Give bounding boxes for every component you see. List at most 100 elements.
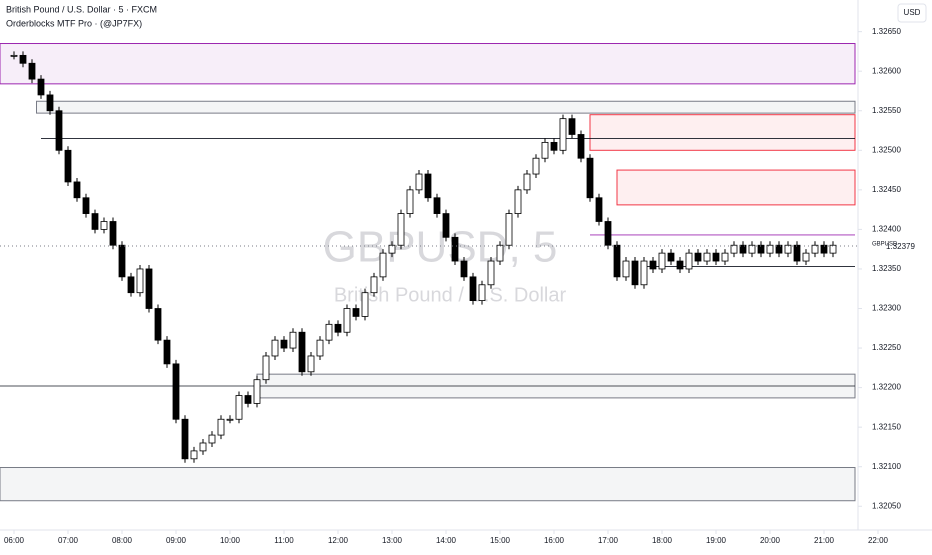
candle-body — [172, 363, 180, 420]
candle-body — [829, 244, 837, 254]
y-tick-label: 1.32400 — [872, 225, 901, 234]
candle-body — [19, 54, 27, 64]
candle-body — [46, 94, 54, 112]
order-block — [616, 169, 856, 206]
candle-body — [190, 450, 198, 460]
candle-body — [577, 134, 585, 159]
candle-body — [244, 395, 252, 404]
candle-body — [64, 149, 72, 183]
candle-body — [460, 260, 468, 278]
chart-title: British Pound / U.S. Dollar · 5 · FXCM — [6, 4, 157, 14]
candle-body — [532, 157, 540, 175]
candle-body — [496, 244, 504, 262]
candle-body — [586, 157, 594, 199]
candle-body — [316, 339, 324, 357]
candle-body — [397, 213, 405, 246]
order-block — [589, 114, 856, 151]
currency-label: USD — [904, 8, 921, 17]
candle-body — [325, 323, 333, 341]
candle-body — [262, 355, 270, 381]
x-tick-label: 20:00 — [760, 536, 781, 545]
watermark: GBPUSD, 5 — [323, 223, 558, 272]
x-tick-label: 13:00 — [382, 536, 403, 545]
candle-body — [433, 197, 441, 214]
x-tick-label: 08:00 — [112, 536, 133, 545]
candle-body — [550, 141, 558, 151]
x-tick-label: 21:00 — [814, 536, 835, 545]
x-tick-label: 16:00 — [544, 536, 565, 545]
candle-body — [631, 260, 639, 286]
candle-body — [784, 244, 792, 254]
y-tick-label: 1.32450 — [872, 185, 901, 194]
x-tick-label: 17:00 — [598, 536, 619, 545]
candle-body — [523, 173, 531, 191]
candle-body — [478, 284, 486, 301]
y-tick-label: 1.32350 — [872, 264, 901, 273]
order-block — [0, 467, 856, 502]
candle-body — [127, 276, 135, 294]
candle-body — [658, 252, 666, 270]
candle-body — [595, 197, 603, 222]
plot — [0, 43, 856, 502]
x-tick-label: 07:00 — [58, 536, 79, 545]
candle-body — [217, 418, 225, 436]
x-tick-label: 19:00 — [706, 536, 727, 545]
candle-body — [235, 395, 243, 420]
candle-body — [100, 221, 108, 230]
candle-body — [712, 252, 720, 262]
candle-body — [802, 252, 810, 262]
candle-body — [514, 189, 522, 214]
x-tick-label: 18:00 — [652, 536, 673, 545]
y-tick-label: 1.32500 — [872, 145, 901, 154]
candle-body — [226, 418, 234, 421]
x-tick-label: 06:00 — [4, 536, 25, 545]
candle-body — [154, 308, 162, 341]
candle-body — [811, 244, 819, 254]
candle-body — [118, 244, 126, 278]
y-tick-label: 1.32600 — [872, 66, 901, 75]
y-tick-label: 1.32100 — [872, 462, 901, 471]
candle-body — [505, 213, 513, 246]
candle-body — [307, 355, 315, 373]
candle-body — [406, 189, 414, 214]
x-tick-label: 11:00 — [274, 536, 294, 545]
candle-body — [163, 339, 171, 365]
candle-body — [361, 292, 369, 317]
candle-body — [568, 118, 576, 135]
candle-body — [469, 276, 477, 301]
candle-body — [748, 244, 756, 254]
candle-body — [91, 213, 99, 230]
candle-body — [415, 173, 423, 191]
candle-body — [451, 236, 459, 262]
currency-button[interactable] — [897, 3, 927, 23]
y-tick-label: 1.32250 — [872, 343, 901, 352]
candle-body — [694, 252, 702, 262]
candle-body — [379, 252, 387, 278]
candle-body — [775, 244, 783, 254]
candle-body — [721, 252, 729, 262]
candle-body — [487, 260, 495, 286]
y-tick-label: 1.32300 — [872, 304, 901, 313]
candle-body — [442, 213, 450, 238]
candle-body — [55, 110, 63, 151]
candle-body — [199, 442, 207, 452]
candle-body — [352, 308, 360, 317]
candle-body — [703, 252, 711, 262]
x-tick-label: 12:00 — [328, 536, 349, 545]
candle-body — [73, 181, 81, 199]
candle-body — [334, 323, 342, 333]
candle-body — [136, 268, 144, 294]
candle-body — [280, 339, 288, 349]
candle-body — [640, 260, 648, 286]
order-block — [0, 43, 856, 85]
candle-body — [37, 78, 45, 96]
x-tick-label: 22:00 — [868, 536, 889, 545]
candle-body — [667, 252, 675, 262]
order-block — [36, 100, 856, 114]
candle-body — [820, 244, 828, 254]
x-tick-label: 15:00 — [490, 536, 511, 545]
candle-body — [622, 260, 630, 278]
candle-body — [649, 260, 657, 270]
x-tick-label: 09:00 — [166, 536, 187, 545]
watermark-subtitle: British Pound / U.S. Dollar — [334, 284, 567, 306]
